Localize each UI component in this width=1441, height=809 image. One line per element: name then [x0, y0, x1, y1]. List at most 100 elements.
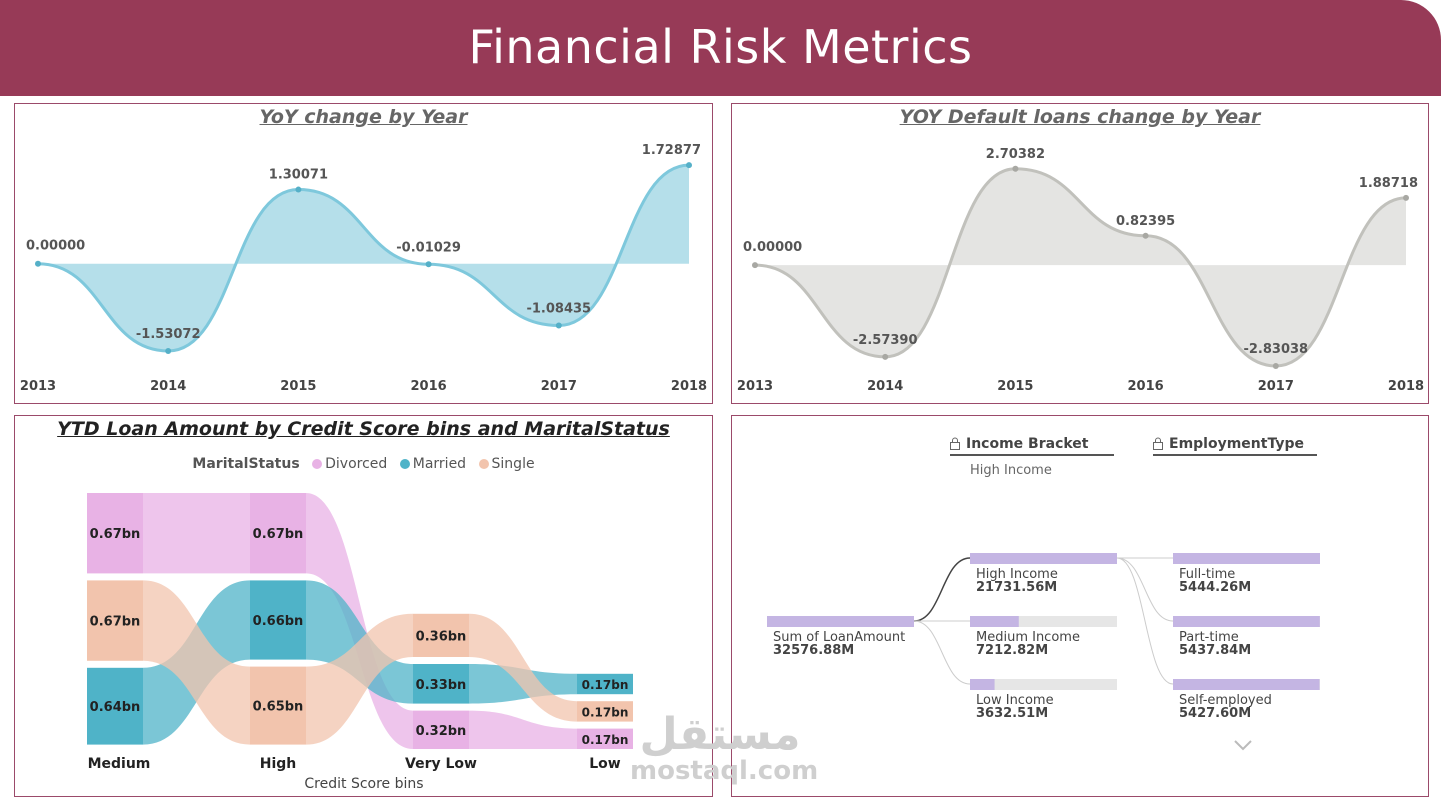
- node-value: 5427.60M: [1179, 706, 1251, 721]
- yoy-default-title: YOY Default loans change by Year: [899, 106, 1261, 128]
- tree-connector: [913, 557, 971, 622]
- yoy-change-title: YoY change by Year: [259, 106, 468, 128]
- employment-type-label: EmploymentType: [1169, 436, 1304, 452]
- data-label: 0.67bn: [90, 615, 141, 630]
- legend-married[interactable]: Married: [412, 456, 467, 472]
- node-bar: [1173, 616, 1320, 627]
- data-point: [165, 347, 172, 354]
- yoy-default-panel[interactable]: YOY Default loans change by Year 0.00000…: [731, 103, 1429, 404]
- tree-connector: [1116, 557, 1174, 622]
- series-line: [37, 163, 690, 353]
- employment-type-header[interactable]: EmploymentType: [1153, 436, 1317, 456]
- ribbon-chart: 0.67bn 0.64bn 0.67bn Medium 0.67bn 0.66bn 0.65…: [87, 493, 633, 792]
- legend-single[interactable]: Single: [491, 456, 535, 472]
- node-label: Sum of LoanAmount: [773, 630, 905, 645]
- node-label: Medium Income: [976, 630, 1080, 645]
- x-tick-label: 2015: [280, 379, 316, 394]
- ytd-loan-ribbon-panel[interactable]: YTD Loan Amount by Credit Score bins and…: [14, 415, 713, 797]
- data-label: 0.17bn: [582, 705, 629, 719]
- yoy-change-panel[interactable]: YoY change by Year 0.00000 2013 -1.53072 20…: [14, 103, 713, 404]
- income-bracket-label: Income Bracket: [966, 436, 1089, 452]
- data-label: 1.72877: [642, 143, 701, 158]
- data-point: [555, 322, 562, 329]
- node-bar: [970, 553, 1117, 564]
- data-label: 0.36bn: [416, 629, 467, 644]
- data-point: [686, 162, 692, 169]
- area-fill: [755, 168, 1406, 366]
- x-tick-label: 2014: [150, 379, 186, 394]
- data-label: -0.01029: [396, 240, 461, 255]
- node-value: 7212.82M: [976, 643, 1048, 658]
- legend-married-swatch: [399, 459, 410, 469]
- page-title: Financial Risk Metrics: [468, 20, 973, 74]
- x-tick-label: 2013: [737, 379, 773, 394]
- data-label: -1.08435: [526, 302, 591, 317]
- node-bar: [1173, 553, 1320, 564]
- data-label: 2.70382: [986, 147, 1045, 162]
- x-tick-label: Medium: [88, 756, 151, 772]
- node-label: Low Income: [976, 693, 1054, 708]
- x-tick-label: 2016: [1128, 379, 1164, 394]
- bar-segment-married: [87, 667, 143, 745]
- node-value: 5437.84M: [1179, 643, 1251, 658]
- data-label: 0.00000: [26, 239, 85, 254]
- ribbon-single: [469, 613, 577, 722]
- node-value: 5444.26M: [1179, 580, 1251, 595]
- income-bracket-selection: High Income: [970, 463, 1052, 478]
- lock-icon: [950, 437, 960, 450]
- node-value: 21731.56M: [976, 580, 1057, 595]
- node-bar: [767, 616, 914, 627]
- bar-segment-divorced: [87, 493, 143, 574]
- data-point: [752, 262, 758, 269]
- data-label: 1.30071: [269, 168, 328, 183]
- yoy-default-chart: 0.00000 2013 -2.57390 2014 2.70382 2015 0.8239…: [737, 147, 1424, 394]
- watermark: مستقل mostaql.com: [630, 712, 819, 786]
- bar-segment-single: [577, 701, 633, 722]
- x-tick-label: Very Low: [405, 756, 477, 772]
- decomposition-tree-panel[interactable]: Income Bracket High Income EmploymentTyp…: [731, 415, 1429, 797]
- ribbon-single: [306, 613, 413, 745]
- watermark-latin: mostaql.com: [630, 756, 819, 786]
- legend-single-swatch: [478, 459, 489, 469]
- ribbon-divorced: [143, 493, 250, 574]
- bar-segment-divorced: [413, 710, 469, 749]
- x-tick-label: 2015: [997, 379, 1033, 394]
- data-label: 1.88718: [1359, 176, 1418, 191]
- data-point: [295, 186, 302, 193]
- ribbon-single: [143, 580, 250, 745]
- node-label: Self-employed: [1179, 693, 1272, 708]
- x-tick-label: 2017: [1258, 379, 1294, 394]
- bar-segment-divorced: [250, 493, 306, 574]
- data-label: -2.83038: [1243, 342, 1308, 357]
- node-label: Part-time: [1179, 630, 1239, 645]
- legend-divorced-swatch: [312, 459, 323, 469]
- ribbon-divorced: [469, 710, 577, 749]
- data-label: 0.17bn: [582, 733, 629, 747]
- bar-segment-married: [413, 664, 469, 704]
- marital-legend: MaritalStatus Divorced Married Single: [15, 456, 712, 472]
- node-value: 3632.51M: [976, 706, 1048, 721]
- series-line: [754, 167, 1407, 368]
- income-bracket-header[interactable]: Income Bracket: [950, 436, 1114, 456]
- x-tick-label: 2016: [411, 379, 447, 394]
- data-point: [882, 353, 889, 360]
- x-axis-title: Credit Score bins: [304, 776, 423, 792]
- node-bar: [1173, 679, 1320, 690]
- data-point: [1272, 362, 1279, 369]
- node-bar: [970, 616, 1019, 627]
- bar-segment-married: [250, 580, 306, 660]
- x-tick-label: 2017: [541, 379, 577, 394]
- title-banner: Financial Risk Metrics: [0, 0, 1441, 96]
- chevron-down-icon: [1234, 740, 1252, 751]
- node-label: High Income: [976, 567, 1058, 582]
- data-label: 0.67bn: [90, 527, 141, 542]
- data-point: [425, 261, 432, 268]
- data-label: 0.65bn: [253, 700, 304, 715]
- data-point: [1012, 165, 1019, 172]
- node-track: [970, 616, 1117, 627]
- data-label: 0.32bn: [416, 724, 467, 739]
- x-tick-label: 2018: [1388, 379, 1424, 394]
- x-tick-label: Low: [589, 756, 621, 772]
- legend-divorced[interactable]: Divorced: [325, 456, 388, 472]
